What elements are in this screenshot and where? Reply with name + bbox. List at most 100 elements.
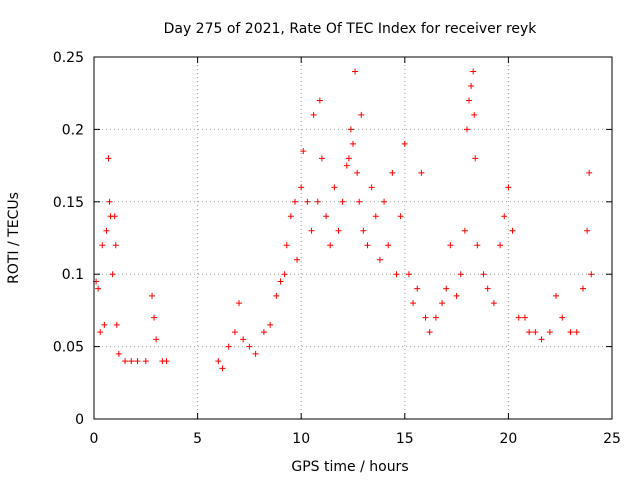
data-point [490, 300, 497, 307]
data-point [99, 242, 106, 249]
data-point [586, 169, 593, 176]
y-axis-title: ROTI / TECUs [6, 192, 22, 284]
data-point [106, 198, 113, 205]
y-tick-label: 0.1 [62, 267, 84, 283]
data-point [345, 155, 352, 162]
data-point [418, 169, 425, 176]
data-point [246, 343, 253, 350]
data-point [225, 343, 232, 350]
data-point [471, 111, 478, 118]
data-point [151, 314, 158, 321]
data-point [101, 321, 108, 328]
x-axis-title: GPS time / hours [291, 459, 408, 475]
y-tick-label: 0.2 [62, 122, 84, 138]
data-point [389, 169, 396, 176]
data-point [480, 271, 487, 278]
data-point [505, 184, 512, 191]
data-point [457, 271, 464, 278]
x-tick-label: 0 [90, 431, 99, 447]
data-point [273, 292, 280, 299]
data-point [567, 329, 574, 336]
data-point [385, 242, 392, 249]
data-point [103, 227, 110, 234]
data-point [360, 227, 367, 234]
data-point [352, 68, 359, 75]
data-point [364, 242, 371, 249]
data-point [501, 213, 508, 220]
data-point [358, 111, 365, 118]
data-point [559, 314, 566, 321]
data-point [538, 336, 545, 343]
data-point [472, 155, 479, 162]
data-point [240, 336, 247, 343]
data-point [122, 358, 129, 365]
data-point [343, 162, 350, 169]
data-point [215, 358, 222, 365]
data-point [287, 213, 294, 220]
data-point [316, 97, 323, 104]
data-point [318, 155, 325, 162]
data-point [521, 314, 528, 321]
data-point [461, 227, 468, 234]
data-point [109, 271, 116, 278]
data-point [356, 198, 363, 205]
data-points [93, 68, 595, 372]
y-tick-label: 0.15 [53, 195, 84, 211]
data-point [291, 198, 298, 205]
data-point [335, 227, 342, 234]
data-point [304, 198, 311, 205]
data-point [115, 350, 122, 357]
data-point [509, 227, 516, 234]
data-point [300, 148, 307, 155]
data-point [410, 300, 417, 307]
data-point [368, 184, 375, 191]
data-point [134, 358, 141, 365]
data-point [149, 292, 156, 299]
data-point [470, 68, 477, 75]
data-point [484, 285, 491, 292]
data-point [588, 271, 595, 278]
plot-frame [93, 56, 613, 420]
data-point [308, 227, 315, 234]
data-point [393, 271, 400, 278]
data-point [323, 213, 330, 220]
data-point [105, 155, 112, 162]
data-point [381, 198, 388, 205]
data-point [453, 292, 460, 299]
data-point [252, 350, 259, 357]
data-point [422, 314, 429, 321]
axis-ticks: 0 5 10 15 20 25 0 0.05 0.1 0.15 0.2 0.25 [53, 50, 621, 447]
data-point [405, 271, 412, 278]
data-point [277, 278, 284, 285]
data-point [260, 329, 267, 336]
data-point [443, 285, 450, 292]
data-point [283, 242, 290, 249]
y-tick-label: 0 [75, 412, 84, 428]
data-point [298, 184, 305, 191]
data-point [142, 358, 149, 365]
data-point [553, 292, 560, 299]
data-point [267, 321, 274, 328]
data-point [281, 271, 288, 278]
data-point [97, 329, 104, 336]
data-point [354, 169, 361, 176]
data-point [314, 198, 321, 205]
data-point [294, 256, 301, 263]
data-point [526, 329, 533, 336]
data-point [432, 314, 439, 321]
x-tick-label: 20 [499, 431, 517, 447]
data-point [468, 82, 475, 89]
data-point [466, 97, 473, 104]
data-point [447, 242, 454, 249]
data-point [327, 242, 334, 249]
grid-lines [94, 57, 612, 419]
data-point [463, 126, 470, 133]
data-point [584, 227, 591, 234]
data-point [579, 285, 586, 292]
data-point [573, 329, 580, 336]
data-point [372, 213, 379, 220]
data-point [310, 111, 317, 118]
x-tick-label: 15 [396, 431, 414, 447]
data-point [497, 242, 504, 249]
